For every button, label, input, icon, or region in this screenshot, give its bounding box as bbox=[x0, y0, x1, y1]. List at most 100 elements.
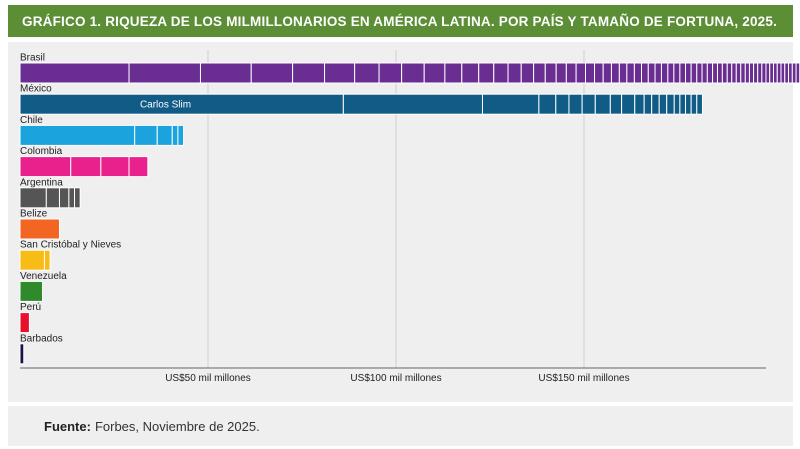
bar-segment bbox=[19, 124, 136, 146]
bar-segment bbox=[594, 93, 611, 115]
bar-segment bbox=[533, 62, 546, 84]
bar-segment bbox=[19, 312, 30, 334]
source-text: Forbes, Noviembre de 2025. bbox=[94, 418, 260, 434]
source-footer: Fuente: Forbes, Noviembre de 2025. bbox=[8, 406, 793, 446]
bar-segment bbox=[610, 62, 620, 84]
bar-segment bbox=[690, 62, 698, 84]
bar-segment bbox=[555, 93, 570, 115]
category-label: Chile bbox=[20, 115, 43, 126]
bar-segment bbox=[618, 62, 628, 84]
bar-segment bbox=[478, 62, 495, 84]
bar-segment bbox=[481, 93, 540, 115]
bar-segment bbox=[735, 62, 742, 84]
bar-segment bbox=[660, 62, 669, 84]
bar-segment bbox=[493, 62, 509, 84]
bar-segment bbox=[633, 62, 643, 84]
bar-segment bbox=[568, 93, 583, 115]
bar-segment bbox=[780, 62, 786, 84]
bar-segment bbox=[19, 187, 47, 209]
bar-segment bbox=[555, 62, 567, 84]
bar-segment bbox=[647, 62, 656, 84]
bar-segment bbox=[250, 62, 294, 84]
bar-segment bbox=[100, 156, 130, 178]
bar-segment bbox=[594, 62, 604, 84]
bar-segment bbox=[761, 62, 767, 84]
bar-segment bbox=[667, 62, 675, 84]
bar-segment bbox=[679, 93, 687, 115]
bar-segment bbox=[706, 62, 714, 84]
bar-segment bbox=[128, 156, 149, 178]
category-label: Barbados bbox=[20, 333, 63, 344]
category-label: Colombia bbox=[20, 146, 63, 157]
bar-segment bbox=[673, 62, 681, 84]
category-label: Brasil bbox=[20, 53, 45, 64]
bar-segment bbox=[773, 62, 778, 84]
bar-segment bbox=[444, 62, 463, 84]
bar-segment bbox=[726, 62, 733, 84]
bar-segment bbox=[19, 156, 72, 178]
bar-segment bbox=[134, 124, 158, 146]
bar-segment bbox=[538, 93, 557, 115]
category-label: Venezuela bbox=[20, 271, 67, 282]
bar-segment bbox=[68, 187, 76, 209]
category-label: Belize bbox=[20, 209, 48, 220]
category-label: San Cristóbal y Nieves bbox=[20, 240, 121, 251]
bar-segment bbox=[776, 62, 782, 84]
bar-segment bbox=[685, 93, 692, 115]
bar-segment bbox=[520, 62, 535, 84]
bar-segment bbox=[679, 62, 687, 84]
category-label: México bbox=[20, 84, 52, 95]
bar-segment bbox=[701, 62, 708, 84]
bar-segment bbox=[177, 124, 185, 146]
category-label: Perú bbox=[20, 302, 41, 313]
bar-segment bbox=[696, 62, 703, 84]
bar-segment bbox=[544, 62, 557, 84]
bar-segment bbox=[621, 93, 636, 115]
bar-segment bbox=[651, 93, 660, 115]
x-tick-label: US$150 mil millones bbox=[538, 373, 629, 384]
bar-segment bbox=[784, 62, 790, 84]
bar-segment bbox=[685, 62, 692, 84]
bar-segment bbox=[753, 62, 759, 84]
bar-segment bbox=[795, 62, 800, 84]
bar-segment bbox=[423, 62, 446, 84]
bar-segment bbox=[602, 62, 612, 84]
bar-segment bbox=[128, 62, 201, 84]
x-tick-label: US$100 mil millones bbox=[350, 373, 441, 384]
bar-segment bbox=[609, 93, 623, 115]
bar-segment bbox=[666, 93, 675, 115]
bar-segment bbox=[171, 124, 179, 146]
bar-segment bbox=[565, 62, 577, 84]
source-label: Fuente: bbox=[44, 418, 91, 434]
bar-segment bbox=[769, 62, 775, 84]
bar-segment bbox=[696, 93, 703, 115]
bar-segment bbox=[342, 93, 483, 115]
bar-segment bbox=[757, 62, 763, 84]
bar-segment bbox=[740, 62, 746, 84]
bar-segment bbox=[19, 62, 130, 84]
bar-segment bbox=[791, 62, 797, 84]
bar-segment bbox=[507, 62, 522, 84]
bar-segment bbox=[19, 249, 45, 271]
bar-segment bbox=[641, 62, 649, 84]
bar-segment bbox=[716, 62, 723, 84]
bar-segment bbox=[74, 187, 81, 209]
bar-segment bbox=[575, 62, 587, 84]
bar-segment bbox=[634, 93, 645, 115]
bar-segment bbox=[721, 62, 728, 84]
bar-segment bbox=[354, 62, 380, 84]
bar-segment bbox=[744, 62, 750, 84]
bar-segment bbox=[585, 62, 596, 84]
bar-segment bbox=[58, 187, 70, 209]
bar-segment bbox=[19, 343, 25, 365]
bar-segment bbox=[731, 62, 737, 84]
bar-segment bbox=[378, 62, 403, 84]
bar-segment bbox=[45, 187, 60, 209]
bar-segment bbox=[43, 249, 51, 271]
bar-segment bbox=[748, 62, 755, 84]
bar-segment bbox=[19, 280, 44, 302]
bar-segment bbox=[581, 93, 596, 115]
bar-segment bbox=[401, 62, 425, 84]
bar-segment bbox=[673, 93, 681, 115]
